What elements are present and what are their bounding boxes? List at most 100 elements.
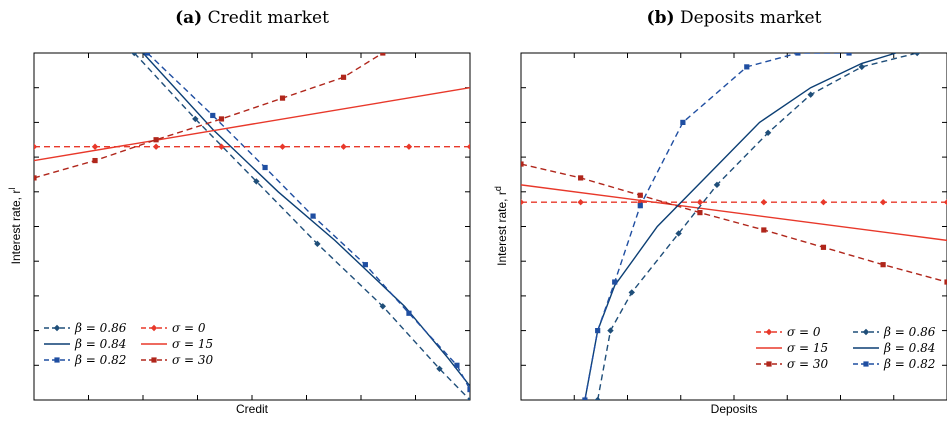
series-line-4	[34, 87, 470, 162]
data-point	[405, 143, 413, 150]
series-line-2	[521, 163, 947, 283]
series-line-2	[146, 53, 470, 390]
data-point	[192, 115, 199, 123]
legend-marker	[765, 328, 773, 336]
data-point	[761, 227, 767, 233]
data-point	[91, 143, 99, 150]
data-point	[880, 262, 886, 268]
panel-a-ylabel: Interest rate, rl	[7, 188, 23, 265]
data-point	[521, 199, 525, 206]
data-point	[253, 178, 260, 185]
panel-b: (b) Deposits market Interest rate, rd De…	[493, 8, 947, 416]
panel-b-ticks	[521, 53, 947, 400]
data-point	[807, 91, 814, 98]
panel-a-xlabel: Credit	[236, 402, 269, 416]
legend-label: σ = 15	[172, 337, 213, 351]
legend-marker	[151, 357, 157, 363]
data-point	[466, 143, 470, 150]
legend-marker	[766, 361, 772, 367]
data-point	[578, 175, 584, 181]
data-point	[582, 397, 588, 400]
data-point	[943, 199, 947, 206]
data-point	[595, 328, 601, 334]
panel-b-legend: σ = 0 σ = 15 σ = 30 β = 0.86 β = 0.84 β = 0.8…	[756, 325, 936, 371]
panel-a-title: (a) Credit market	[175, 8, 329, 28]
series-line-5	[34, 53, 384, 179]
data-point	[913, 53, 921, 57]
panel-a: (a) Credit market Interest rate, rl Cred…	[7, 8, 471, 416]
legend-label: β = 0.82	[883, 357, 935, 371]
data-point	[637, 192, 643, 198]
panel-b-xlabel: Deposits	[711, 402, 758, 416]
data-point	[594, 396, 601, 400]
data-point	[764, 129, 772, 137]
data-point	[310, 213, 316, 219]
data-point	[153, 137, 159, 143]
legend-marker	[862, 328, 870, 336]
panel-a-ticks	[34, 53, 470, 400]
data-point	[820, 199, 827, 206]
legend-marker	[53, 324, 61, 332]
legend-marker	[150, 324, 158, 332]
panel-a-legend: β = 0.86 β = 0.84 β = 0.82 σ = 0 σ = 15 σ = 3…	[44, 321, 214, 367]
panel-b-title: (b) Deposits market	[647, 8, 822, 28]
legend-label: σ = 0	[787, 325, 821, 339]
data-point	[406, 310, 412, 316]
data-point	[795, 53, 801, 56]
legend-label: σ = 30	[172, 353, 214, 367]
panel-b-ylabel: Interest rate, rd	[493, 186, 509, 266]
data-point	[744, 64, 750, 70]
panel-b-series	[521, 53, 947, 400]
data-point	[467, 386, 470, 393]
data-point	[944, 279, 947, 285]
data-point	[131, 53, 138, 57]
legend-label: β = 0.86	[74, 321, 127, 335]
data-point	[279, 143, 286, 150]
data-point	[210, 112, 216, 119]
data-point	[152, 143, 160, 150]
series-line-1	[142, 53, 470, 387]
data-point	[218, 143, 225, 150]
legend-label: β = 0.86	[883, 325, 936, 339]
data-point	[846, 53, 852, 56]
data-point	[279, 95, 286, 101]
data-point	[612, 279, 618, 285]
data-point	[858, 63, 865, 71]
data-point	[340, 74, 347, 80]
data-point	[314, 240, 321, 248]
data-point	[577, 199, 584, 206]
legend-label: β = 0.84	[883, 341, 935, 355]
legend-label: σ = 15	[787, 341, 828, 355]
data-point	[820, 244, 827, 250]
legend-label: σ = 0	[172, 321, 206, 335]
data-point	[362, 262, 368, 268]
legend-marker	[54, 357, 60, 363]
data-point	[697, 210, 703, 216]
data-point	[218, 116, 225, 122]
data-point	[436, 365, 443, 372]
legend-label: σ = 30	[787, 357, 829, 371]
data-point	[380, 53, 386, 56]
panel-a-series	[34, 53, 470, 400]
data-point	[454, 362, 460, 368]
data-point	[637, 203, 643, 209]
data-point	[34, 175, 37, 181]
data-point	[340, 143, 347, 150]
data-point	[713, 181, 721, 189]
series-line-1	[521, 184, 947, 242]
data-point	[92, 157, 98, 164]
series-line-4	[584, 53, 897, 400]
data-point	[680, 119, 686, 125]
data-point	[696, 199, 704, 206]
legend-marker	[863, 361, 869, 367]
data-point	[521, 161, 524, 167]
data-point	[628, 289, 635, 296]
data-point	[607, 327, 614, 334]
data-point	[879, 199, 887, 206]
legend-label: β = 0.84	[74, 337, 126, 351]
data-point	[379, 303, 386, 310]
series-line-5	[584, 53, 850, 400]
legend-label: β = 0.82	[74, 353, 126, 367]
